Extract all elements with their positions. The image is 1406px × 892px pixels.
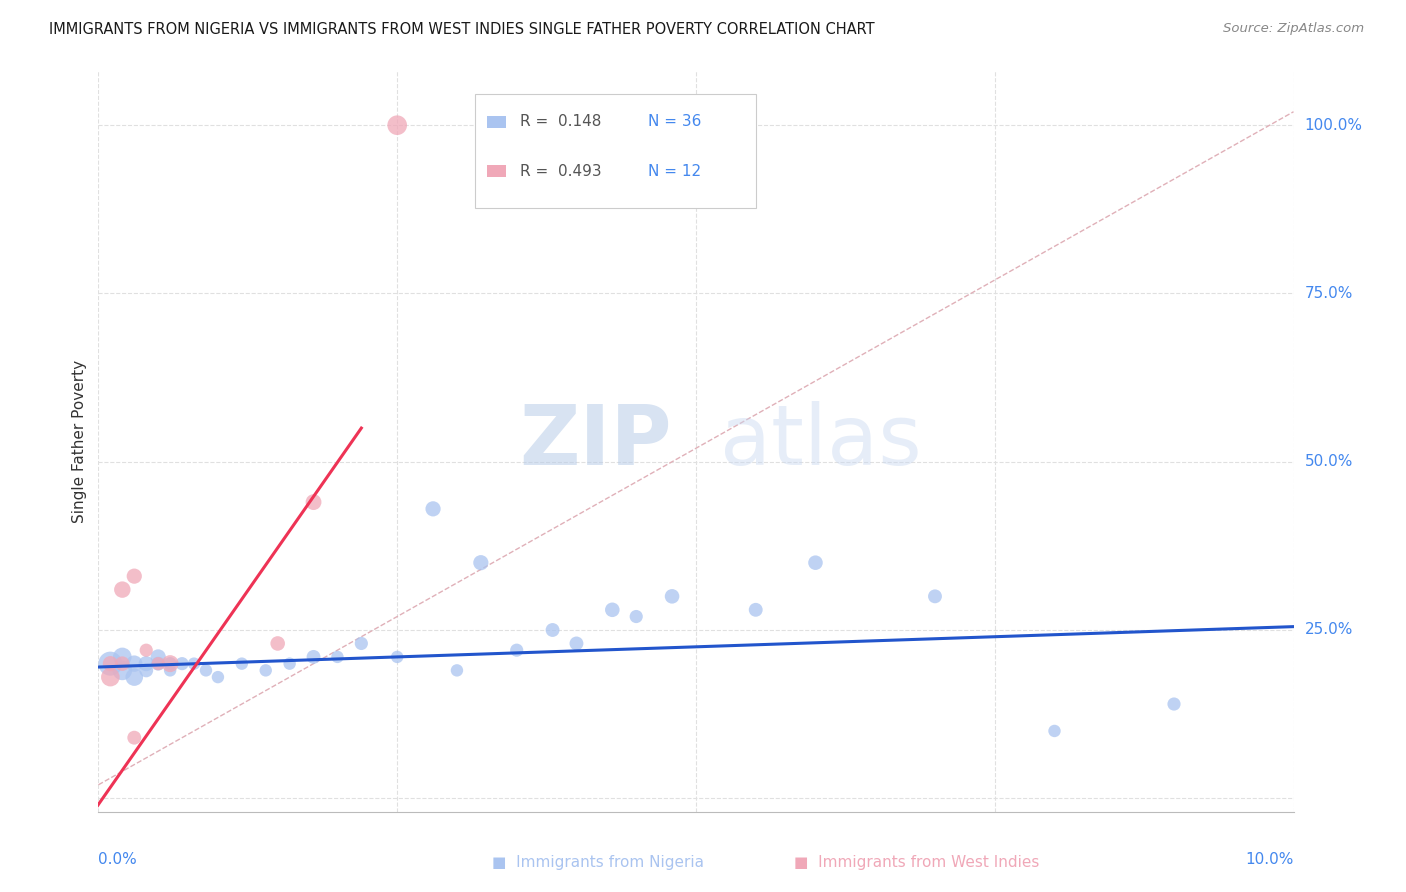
Point [804,556,827,570]
Text: 10.0%: 10.0% [1246,852,1294,867]
Point [302,649,325,664]
Y-axis label: Single Father Poverty: Single Father Poverty [72,360,87,523]
Point [506,643,529,657]
Text: N = 36: N = 36 [648,114,702,129]
Point [661,590,683,604]
Point [111,582,134,597]
Point [422,501,444,516]
Point [267,636,290,650]
Point [302,495,325,509]
Point [148,657,170,671]
Point [254,664,277,678]
Point [745,603,768,617]
Point [194,664,218,678]
Point [624,609,647,624]
Text: ZIP: ZIP [520,401,672,482]
Point [98,657,122,671]
Point [183,657,205,671]
Point [278,657,301,671]
FancyBboxPatch shape [486,165,506,178]
Point [385,649,409,664]
FancyBboxPatch shape [486,116,506,128]
Point [111,649,134,664]
Point [111,657,134,671]
Text: 0.0%: 0.0% [98,852,138,867]
Point [1163,697,1185,711]
Point [207,670,229,684]
Point [385,118,409,132]
Text: 100.0%: 100.0% [1305,118,1362,133]
Point [172,657,194,671]
Point [541,623,564,637]
Text: 50.0%: 50.0% [1305,454,1353,469]
Point [124,569,146,583]
Text: N = 12: N = 12 [648,164,702,178]
Point [565,636,588,650]
Text: Source: ZipAtlas.com: Source: ZipAtlas.com [1223,22,1364,36]
Text: IMMIGRANTS FROM NIGERIA VS IMMIGRANTS FROM WEST INDIES SINGLE FATHER POVERTY COR: IMMIGRANTS FROM NIGERIA VS IMMIGRANTS FR… [49,22,875,37]
Point [924,590,946,604]
Text: 25.0%: 25.0% [1305,623,1353,638]
FancyBboxPatch shape [475,94,756,209]
Text: ■  Immigrants from Nigeria: ■ Immigrants from Nigeria [492,855,704,870]
Point [470,556,492,570]
Point [1043,723,1066,738]
Point [446,664,468,678]
Point [159,657,181,671]
Point [350,636,373,650]
Point [111,664,134,678]
Point [159,664,181,678]
Point [326,649,349,664]
Point [98,657,122,671]
Point [135,664,157,678]
Text: ■  Immigrants from West Indies: ■ Immigrants from West Indies [794,855,1040,870]
Point [124,731,146,745]
Point [124,657,146,671]
Point [600,603,623,617]
Point [135,643,157,657]
Point [148,657,170,671]
Point [148,649,170,664]
Text: R =  0.493: R = 0.493 [520,164,602,178]
Point [135,657,157,671]
Point [98,670,122,684]
Point [124,670,146,684]
Text: atlas: atlas [720,401,921,482]
Point [159,657,181,671]
Text: R =  0.148: R = 0.148 [520,114,602,129]
Point [231,657,253,671]
Text: 75.0%: 75.0% [1305,286,1353,301]
